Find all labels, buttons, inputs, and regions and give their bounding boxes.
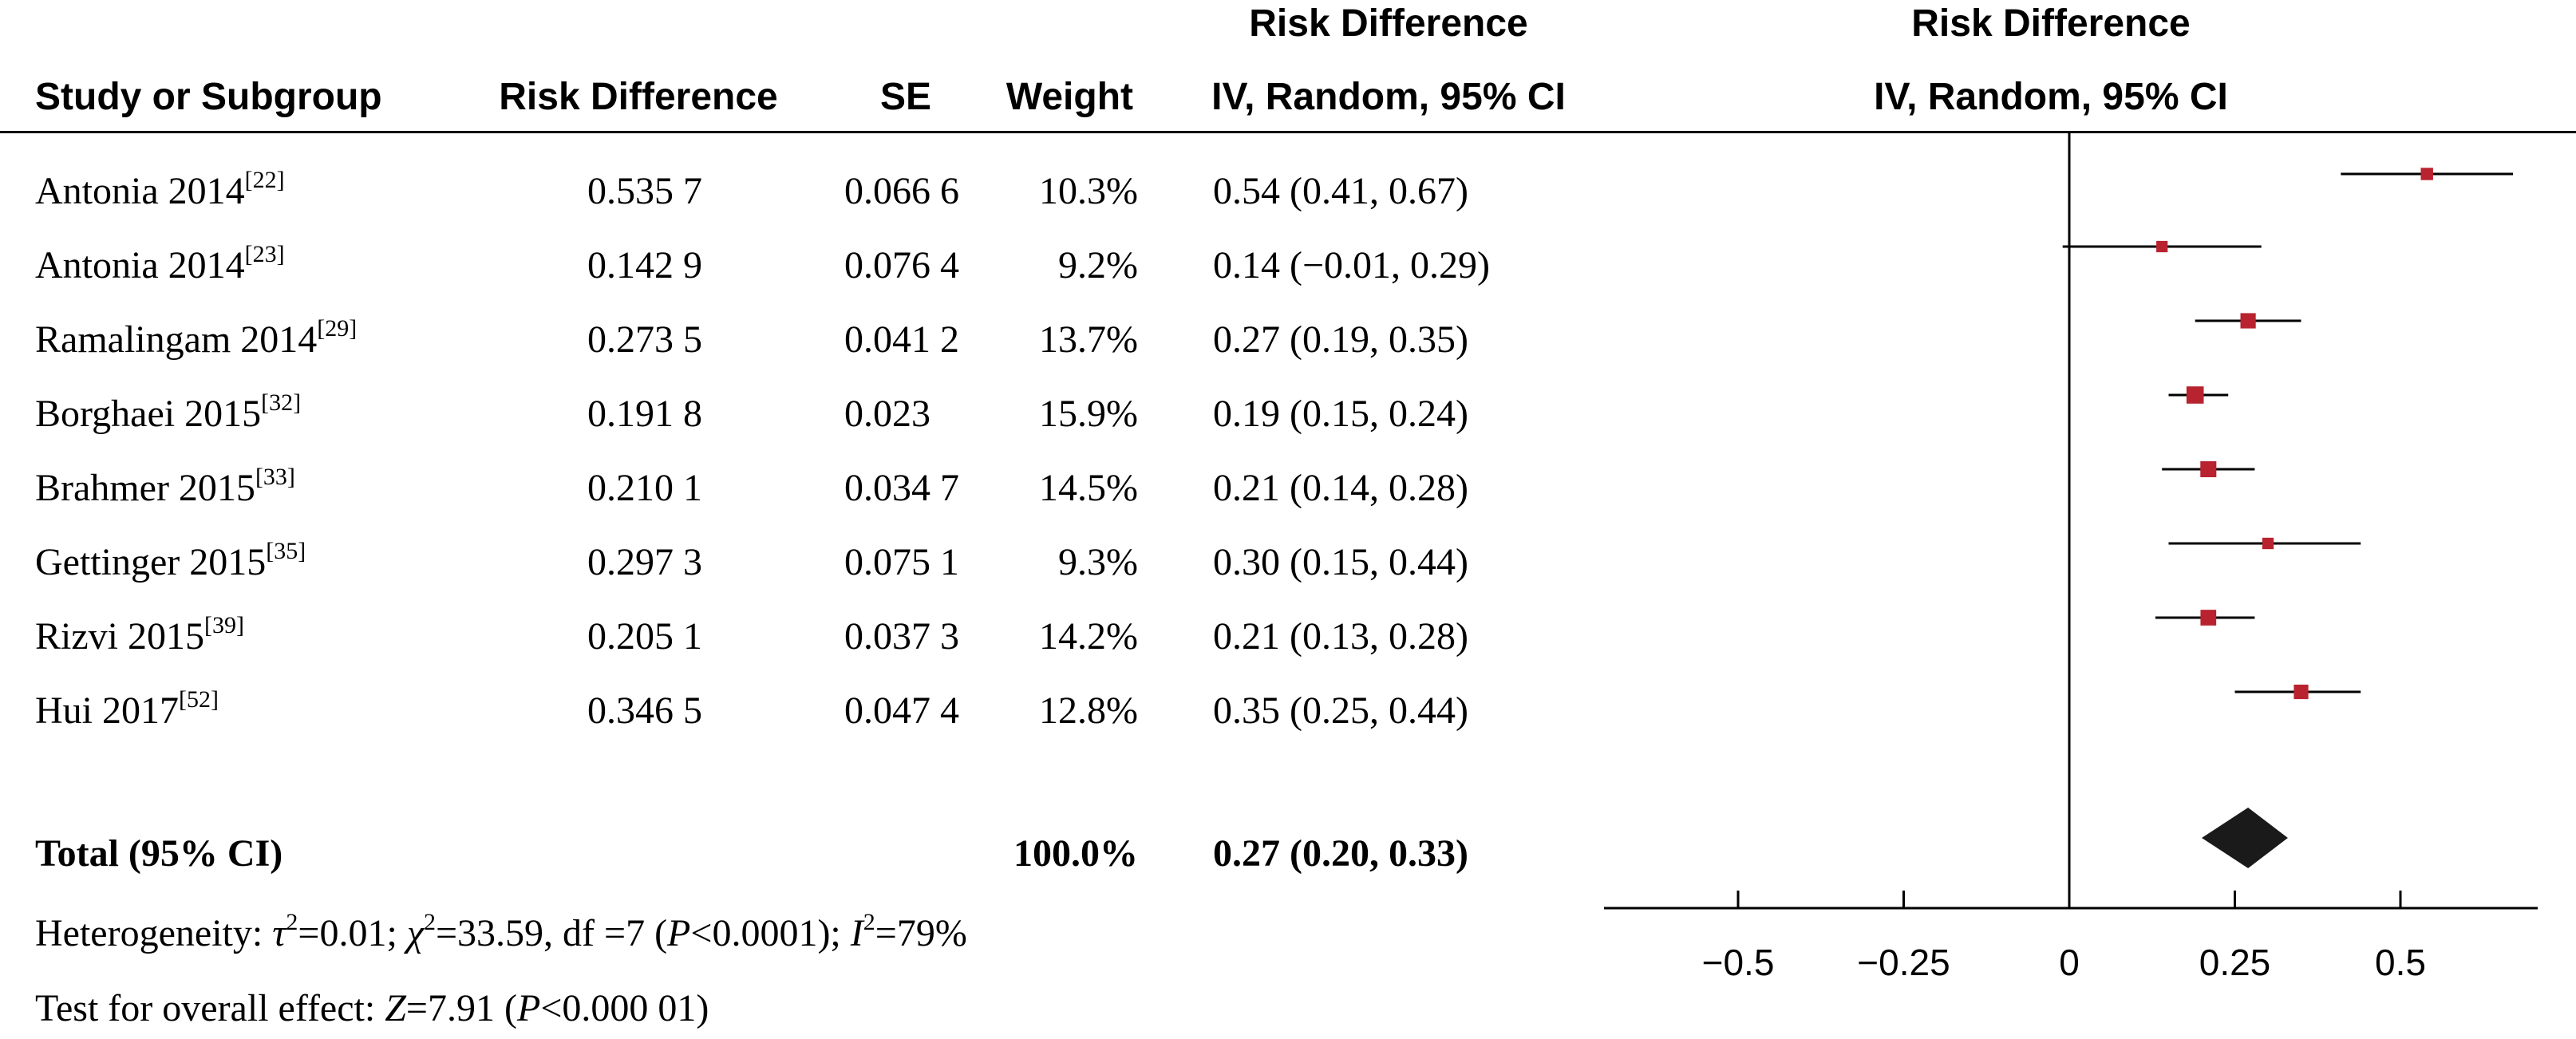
study-ci: 0.19 (0.15, 0.24) — [1213, 393, 1468, 435]
point-estimate-marker — [2200, 460, 2217, 478]
study-se: 0.076 4 — [844, 244, 959, 286]
col-header-ci-top: Risk Difference — [1249, 2, 1528, 45]
plot-header-top: Risk Difference — [1911, 2, 2191, 45]
x-tick-label: 0.25 — [2199, 942, 2271, 983]
pooled-diamond — [2202, 808, 2288, 868]
point-estimate-marker — [2240, 313, 2256, 329]
study-name: Rizvi 2015[39] — [35, 614, 244, 658]
study-ci: 0.14 (−0.01, 0.29) — [1213, 244, 1491, 286]
col-header-se: SE — [879, 76, 932, 118]
study-name: Brahmer 2015[33] — [35, 465, 295, 509]
point-estimate-marker — [2156, 240, 2168, 253]
study-label: Rizvi 2015 — [35, 615, 204, 658]
study-reference: [39] — [204, 612, 244, 638]
study-weight: 15.9% — [1039, 393, 1138, 435]
study-se: 0.047 4 — [844, 689, 959, 732]
study-label: Antonia 2014 — [35, 244, 245, 286]
study-ci: 0.21 (0.13, 0.28) — [1213, 615, 1468, 658]
study-reference: [23] — [244, 241, 285, 267]
plot-header-bottom: IV, Random, 95% CI — [1874, 76, 2228, 118]
study-label: Hui 2017 — [35, 689, 179, 732]
study-reference: [32] — [261, 389, 302, 416]
study-name: Antonia 2014[23] — [35, 243, 285, 286]
study-label: Gettinger 2015 — [35, 541, 267, 583]
total-label: Total (95% CI) — [35, 832, 283, 875]
study-ci: 0.27 (0.19, 0.35) — [1213, 318, 1468, 361]
study-rd: 0.346 5 — [587, 689, 702, 732]
study-label: Borghaei 2015 — [35, 393, 262, 435]
study-ci: 0.35 (0.25, 0.44) — [1213, 689, 1468, 732]
study-reference: [33] — [255, 464, 295, 490]
study-rd: 0.297 3 — [587, 541, 702, 583]
heterogeneity-text: Heterogeneity: τ2=0.01; χ2=33.59, df =7 … — [35, 909, 967, 954]
col-header-ci-bottom: IV, Random, 95% CI — [1211, 76, 1566, 118]
point-estimate-marker — [2294, 684, 2309, 700]
study-weight: 9.2% — [1058, 244, 1138, 286]
overall-effect-text: Test for overall effect: Z=7.91 (P<0.000… — [35, 987, 709, 1029]
x-tick-label: −0.5 — [1702, 942, 1775, 983]
point-estimate-marker — [2186, 386, 2204, 404]
study-rd: 0.535 7 — [587, 170, 702, 212]
study-name: Borghaei 2015[32] — [35, 391, 301, 435]
study-ci: 0.30 (0.15, 0.44) — [1213, 541, 1468, 583]
study-weight: 14.5% — [1039, 467, 1138, 509]
study-se: 0.023 — [844, 393, 930, 435]
study-se: 0.041 2 — [844, 318, 959, 361]
point-estimate-marker — [2420, 168, 2433, 180]
x-tick-label: 0.5 — [2375, 942, 2426, 983]
study-name: Ramalingam 2014[29] — [35, 317, 357, 361]
study-name: Hui 2017[52] — [35, 688, 219, 732]
study-weight: 10.3% — [1039, 170, 1138, 212]
study-se: 0.037 3 — [844, 615, 959, 658]
study-name: Gettinger 2015[35] — [35, 539, 306, 583]
study-reference: [35] — [266, 538, 306, 564]
study-label: Brahmer 2015 — [35, 467, 255, 509]
col-header-weight: Weight — [1006, 76, 1133, 118]
study-rd: 0.205 1 — [587, 615, 702, 658]
study-name: Antonia 2014[22] — [35, 168, 285, 212]
col-header-study: Study or Subgroup — [35, 76, 382, 118]
study-ci: 0.21 (0.14, 0.28) — [1213, 467, 1468, 509]
study-weight: 13.7% — [1039, 318, 1138, 361]
study-ci: 0.54 (0.41, 0.67) — [1213, 170, 1468, 212]
study-weight: 9.3% — [1058, 541, 1138, 583]
study-rd: 0.210 1 — [587, 467, 702, 509]
study-reference: [52] — [179, 686, 219, 713]
study-rd: 0.191 8 — [587, 393, 702, 435]
point-estimate-marker — [2262, 537, 2274, 550]
study-reference: [29] — [317, 315, 358, 342]
col-header-risk-difference: Risk Difference — [499, 76, 778, 118]
point-estimate-marker — [2200, 610, 2217, 626]
x-tick-label: −0.25 — [1857, 942, 1950, 983]
study-weight: 12.8% — [1039, 689, 1138, 732]
study-label: Antonia 2014 — [35, 170, 245, 212]
total-ci: 0.27 (0.20, 0.33) — [1213, 832, 1468, 875]
study-se: 0.034 7 — [844, 467, 959, 509]
header-rule — [0, 131, 2576, 133]
study-rd: 0.273 5 — [587, 318, 702, 361]
study-se: 0.075 1 — [844, 541, 959, 583]
x-tick-label: 0 — [2059, 942, 2080, 983]
study-label: Ramalingam 2014 — [35, 318, 318, 361]
study-rd: 0.142 9 — [587, 244, 702, 286]
study-weight: 14.2% — [1039, 615, 1138, 658]
total-weight: 100.0% — [1013, 832, 1138, 875]
study-se: 0.066 6 — [844, 170, 959, 212]
study-reference: [22] — [244, 167, 285, 193]
